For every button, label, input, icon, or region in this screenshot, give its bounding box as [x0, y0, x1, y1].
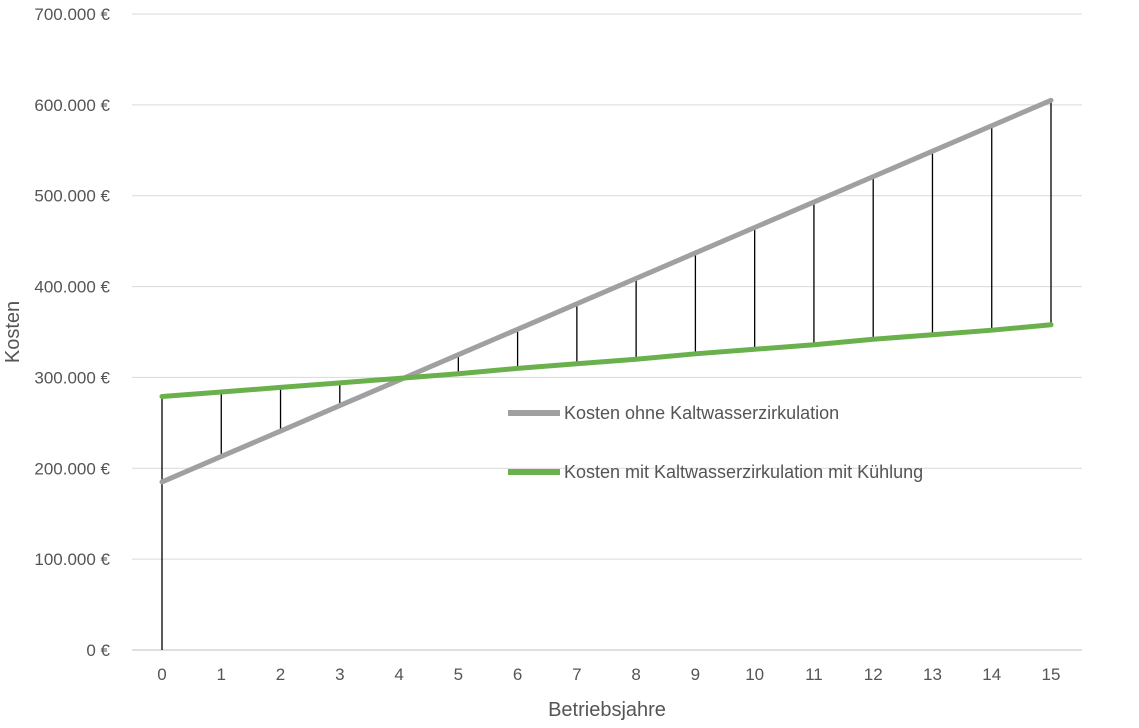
x-tick-label: 2: [276, 665, 285, 684]
series-line-1: [159, 97, 1054, 485]
y-tick-label: 700.000 €: [34, 5, 110, 24]
x-tick-label: 8: [631, 665, 640, 684]
y-tick-label: 400.000 €: [34, 278, 110, 297]
x-tick-label: 5: [454, 665, 463, 684]
y-tick-label: 600.000 €: [34, 96, 110, 115]
x-tick-label: 14: [982, 665, 1001, 684]
x-tick-label: 0: [157, 665, 166, 684]
x-tick-label: 3: [335, 665, 344, 684]
x-tick-label: 13: [923, 665, 942, 684]
y-tick-label: 300.000 €: [34, 368, 110, 387]
gridlines: [132, 13, 1082, 651]
y-axis-title: Kosten: [2, 301, 24, 363]
x-tick-label: 11: [805, 665, 823, 684]
y-tick-label: 200.000 €: [34, 459, 110, 478]
series-lines: [159, 97, 1054, 485]
legend-label-2: Kosten mit Kaltwasserzirkulation mit Küh…: [564, 462, 923, 482]
y-tick-label: 100.000 €: [34, 550, 110, 569]
legend: Kosten ohne Kaltwasserzirkulation Kosten …: [508, 403, 923, 482]
x-tick-label: 6: [513, 665, 522, 684]
x-tick-label: 10: [745, 665, 764, 684]
series-line-2: [159, 322, 1054, 400]
x-tick-label: 1: [217, 665, 226, 684]
difference-lines: [161, 100, 1052, 650]
x-tick-label: 4: [394, 665, 403, 684]
y-tick-label: 0 €: [86, 641, 110, 660]
y-axis-tick-labels: 0 € 100.000 € 200.000 € 300.000 € 400.000 € 5…: [34, 5, 110, 660]
x-tick-label: 9: [691, 665, 700, 684]
legend-label-1: Kosten ohne Kaltwasserzirkulation: [564, 403, 839, 423]
x-tick-label: 15: [1042, 665, 1061, 684]
x-tick-label: 12: [864, 665, 883, 684]
x-axis-tick-labels: 0 1 2 3 4 5 6 7 8 9 10 11 12 13 14 15: [157, 665, 1060, 684]
y-tick-label: 500.000 €: [34, 187, 110, 206]
x-axis-title: Betriebsjahre: [548, 699, 666, 721]
x-tick-label: 7: [572, 665, 581, 684]
